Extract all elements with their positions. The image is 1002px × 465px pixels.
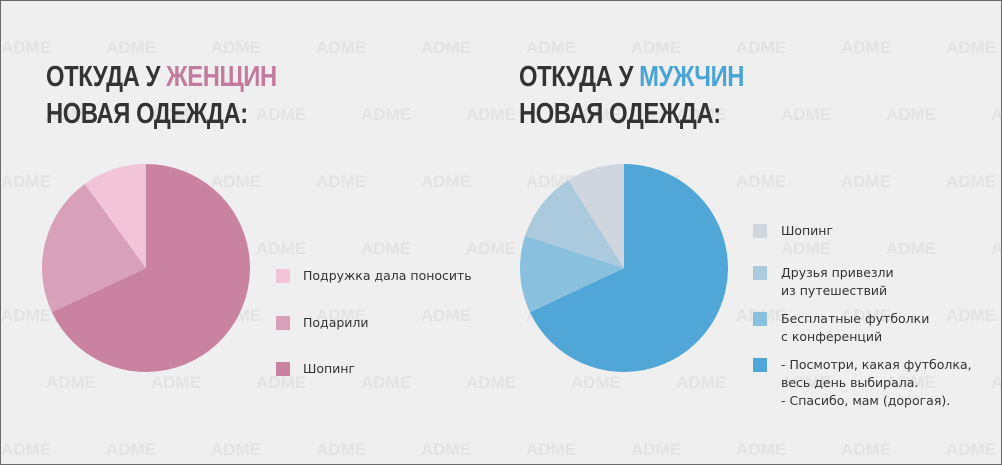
watermark: ADME (421, 172, 471, 191)
title-line: ОТКУДА У ЖЕНЩИН (46, 59, 277, 96)
watermark: ADME (361, 373, 411, 392)
pie-slice (42, 183, 146, 313)
legend-label: Подарили (303, 315, 369, 330)
watermark: ADME (781, 239, 831, 258)
watermark: ADME (316, 440, 366, 459)
watermark: ADME (736, 172, 786, 191)
watermark: ADME (106, 440, 156, 459)
watermark: ADME (571, 105, 621, 124)
watermark: ADME (736, 440, 786, 459)
watermark: ADME (361, 239, 411, 258)
legend-swatch (276, 269, 290, 283)
watermark: ADME (886, 105, 936, 124)
pie-slice (84, 164, 146, 268)
chart-title: ОТКУДА У МУЖЧИН НОВАЯ ОДЕЖДА: (519, 59, 744, 133)
title-prefix: ОТКУДА У (46, 61, 160, 93)
watermark: ADME (106, 38, 156, 57)
legend-label: Шопинг (303, 361, 356, 376)
pie-slice (529, 164, 728, 372)
legend-label: Шопинг (781, 223, 834, 238)
watermark: ADME (841, 172, 891, 191)
pie-slice (520, 235, 624, 313)
chart-title: ОТКУДА У ЖЕНЩИН НОВАЯ ОДЕЖДА: (46, 59, 277, 133)
legend-label: Подружка дала поносить (303, 268, 472, 283)
watermark: ADME (421, 306, 471, 325)
watermark: ADME (151, 373, 201, 392)
watermark: ADME (526, 38, 576, 57)
legend-swatch (276, 316, 290, 330)
watermark: ADME (946, 172, 996, 191)
watermark: ADME (571, 373, 621, 392)
watermark: ADME (736, 38, 786, 57)
legend-swatch (753, 358, 767, 372)
watermark: ADME (421, 440, 471, 459)
watermark: ADME (631, 440, 681, 459)
watermark: ADME (781, 373, 831, 392)
legend-swatch (753, 266, 767, 280)
watermark: ADME (526, 440, 576, 459)
watermark: ADME (316, 172, 366, 191)
watermark: ADME (211, 440, 261, 459)
title-highlight: МУЖЧИН (639, 61, 745, 93)
title-prefix: ОТКУДА У (519, 61, 633, 93)
watermark: ADME (991, 239, 1002, 258)
legend-swatch (753, 224, 767, 238)
watermark: ADME (781, 105, 831, 124)
watermark: ADME (211, 38, 261, 57)
legend-label: Бесплатные футболки с конференций (781, 311, 930, 344)
watermark: ADME (946, 306, 996, 325)
watermark: ADME (841, 440, 891, 459)
watermark: ADME (316, 306, 366, 325)
watermark: ADME (886, 373, 936, 392)
watermark: ADME (151, 105, 201, 124)
watermark: ADME (841, 306, 891, 325)
legend-label: Друзья привезли из путешествий (781, 265, 894, 298)
watermark: ADME (256, 105, 306, 124)
watermark: ADME (421, 38, 471, 57)
pie-slice (568, 164, 624, 268)
legend-swatch (753, 312, 767, 326)
legend-label: - Посмотри, какая футболка, весь день вы… (781, 357, 972, 408)
watermark: ADME (211, 172, 261, 191)
watermark: ADME (256, 373, 306, 392)
watermark: ADME (841, 38, 891, 57)
pie-slice (51, 164, 251, 372)
watermark: ADME (1, 172, 51, 191)
watermark: ADME (946, 38, 996, 57)
watermark: ADME (1, 38, 51, 57)
title-highlight: ЖЕНЩИН (166, 61, 277, 93)
watermark: ADME (1, 440, 51, 459)
title-line: ОТКУДА У МУЖЧИН (519, 59, 744, 96)
legend-swatch (276, 362, 290, 376)
watermark: ADME (256, 239, 306, 258)
watermark: ADME (316, 38, 366, 57)
watermark: ADME (991, 105, 1002, 124)
title-line-2: НОВАЯ ОДЕЖДА: (519, 98, 721, 130)
watermark: ADME (361, 105, 411, 124)
watermark: ADME (466, 105, 516, 124)
watermark: ADME (676, 105, 726, 124)
pie-slice (525, 180, 624, 268)
watermark: ADME (46, 105, 96, 124)
watermark: ADME (991, 373, 1002, 392)
watermark: ADME (946, 440, 996, 459)
watermark: ADME (1, 306, 51, 325)
watermark: ADME (46, 373, 96, 392)
watermark: ADME (466, 373, 516, 392)
watermark: ADME (631, 38, 681, 57)
watermark: ADME (676, 373, 726, 392)
watermark: ADME (886, 239, 936, 258)
title-line-2: НОВАЯ ОДЕЖДА: (46, 98, 248, 130)
watermark: ADME (466, 239, 516, 258)
